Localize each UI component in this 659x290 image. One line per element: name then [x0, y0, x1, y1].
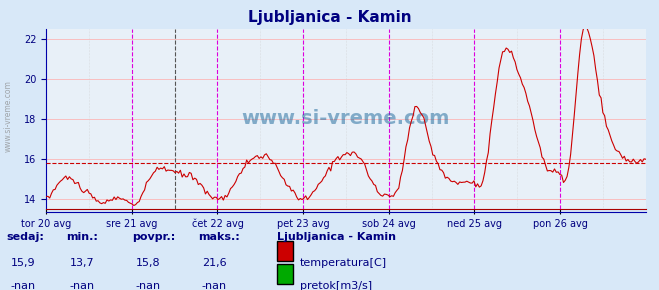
Text: min.:: min.: [66, 232, 98, 242]
Text: 15,8: 15,8 [136, 258, 161, 268]
Text: 21,6: 21,6 [202, 258, 227, 268]
Text: pretok[m3/s]: pretok[m3/s] [300, 281, 372, 290]
Text: Ljubljanica - Kamin: Ljubljanica - Kamin [277, 232, 396, 242]
Text: maks.:: maks.: [198, 232, 239, 242]
Text: Ljubljanica - Kamin: Ljubljanica - Kamin [248, 10, 411, 25]
Text: www.si-vreme.com: www.si-vreme.com [3, 80, 13, 152]
Text: www.si-vreme.com: www.si-vreme.com [242, 109, 450, 128]
Text: -nan: -nan [202, 281, 227, 290]
Text: temperatura[C]: temperatura[C] [300, 258, 387, 268]
Text: 13,7: 13,7 [70, 258, 95, 268]
Text: 15,9: 15,9 [11, 258, 36, 268]
Text: povpr.:: povpr.: [132, 232, 175, 242]
Text: -nan: -nan [70, 281, 95, 290]
Text: -nan: -nan [136, 281, 161, 290]
Text: -nan: -nan [11, 281, 36, 290]
Text: sedaj:: sedaj: [7, 232, 44, 242]
